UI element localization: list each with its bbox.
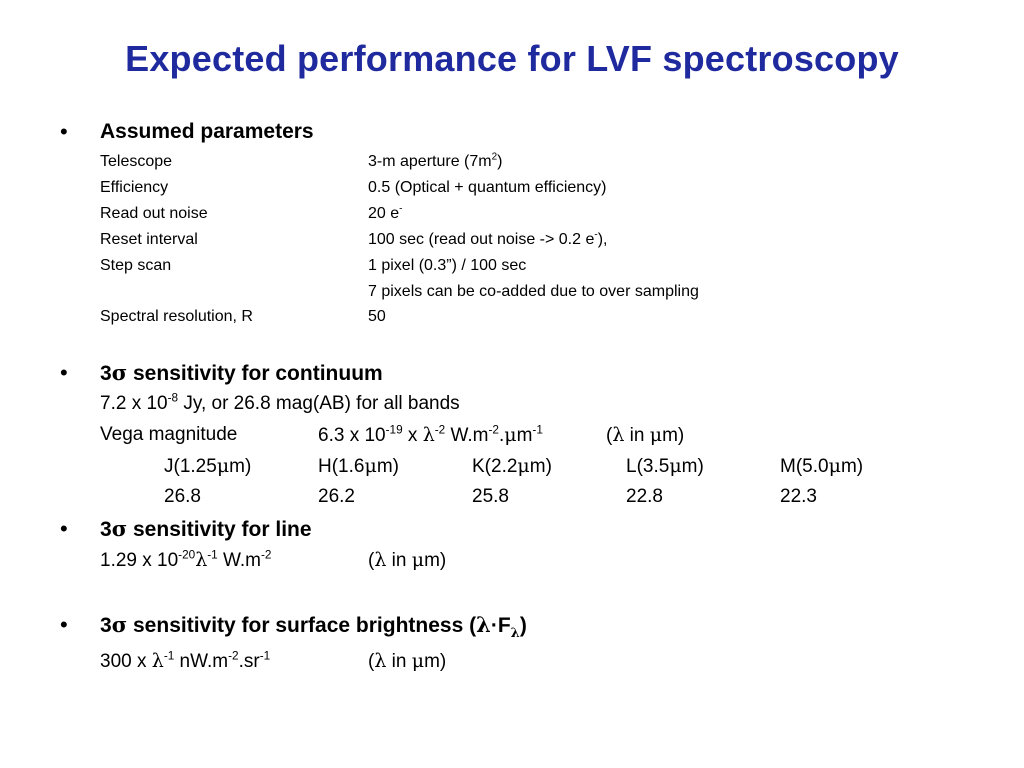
- band-header-h: H(1.6μm): [318, 455, 399, 477]
- section-continuum-heading: 3σ sensitivity for continuum: [100, 360, 383, 385]
- param-label-efficiency: Efficiency: [100, 179, 169, 196]
- band-header-l: L(3.5μm): [626, 455, 704, 477]
- param-label-telescope: Telescope: [100, 153, 173, 170]
- sigma-symbol: σ: [111, 360, 128, 385]
- param-label-step-scan: Step scan: [100, 257, 172, 274]
- surface-brightness-unit-note: (λ in μm): [368, 650, 447, 672]
- slide-title: Expected performance for LVF spectroscop…: [125, 38, 899, 79]
- section-surface-brightness-heading: 3σ sensitivity for surface brightness (λ…: [100, 612, 527, 642]
- band-value-m: 22.3: [780, 486, 817, 507]
- continuum-flux-line: 7.2 x 10-8 Jy, or 26.8 mag(AB) for all b…: [100, 391, 460, 414]
- band-value-l: 22.8: [626, 486, 663, 507]
- band-value-k: 25.8: [472, 486, 509, 507]
- param-value-efficiency: 0.5 (Optical + quantum efficiency): [368, 179, 607, 196]
- band-header-j: J(1.25μm): [164, 455, 252, 477]
- band-value-h: 26.2: [318, 486, 355, 507]
- section-assumed-parameters-heading: Assumed parameters: [100, 120, 314, 143]
- param-label-spectral-resolution: Spectral resolution, R: [100, 308, 253, 325]
- bullet-4: •: [60, 612, 68, 637]
- surface-brightness-value: 300 x λ-1 nW.m-2.sr-1: [100, 649, 271, 672]
- param-value-telescope: 3-m aperture (7m2): [368, 151, 503, 170]
- band-value-j: 26.8: [164, 486, 201, 507]
- vega-unit-note: (λ in μm): [606, 424, 685, 446]
- sigma-symbol: σ: [111, 612, 128, 637]
- bullet-2: •: [60, 360, 68, 385]
- line-unit-note: (λ in μm): [368, 549, 447, 571]
- sigma-symbol: σ: [111, 516, 128, 541]
- band-header-k: K(2.2μm): [472, 455, 552, 477]
- param-value-step-scan: 1 pixel (0.3”) / 100 sec: [368, 257, 527, 274]
- param-label-reset-interval: Reset interval: [100, 231, 198, 248]
- param-label-read-out-noise: Read out noise: [100, 205, 208, 222]
- bullet-1: •: [60, 119, 68, 144]
- line-sensitivity-value: 1.29 x 10-20λ-1 W.m-2: [100, 548, 272, 571]
- param-value-reset-interval: 100 sec (read out noise -> 0.2 e-),: [368, 229, 608, 248]
- vega-magnitude-value: 6.3 x 10-19 x λ-2 W.m-2.μm-1: [318, 423, 543, 446]
- param-value-step-scan-note: 7 pixels can be co-added due to over sam…: [368, 283, 699, 300]
- section-line-heading: 3σ sensitivity for line: [100, 516, 312, 541]
- bullet-3: •: [60, 516, 68, 541]
- param-value-spectral-resolution: 50: [368, 308, 386, 325]
- band-header-m: M(5.0μm): [780, 455, 864, 477]
- vega-magnitude-label: Vega magnitude: [100, 424, 238, 445]
- param-value-read-out-noise: 20 e-: [368, 203, 403, 222]
